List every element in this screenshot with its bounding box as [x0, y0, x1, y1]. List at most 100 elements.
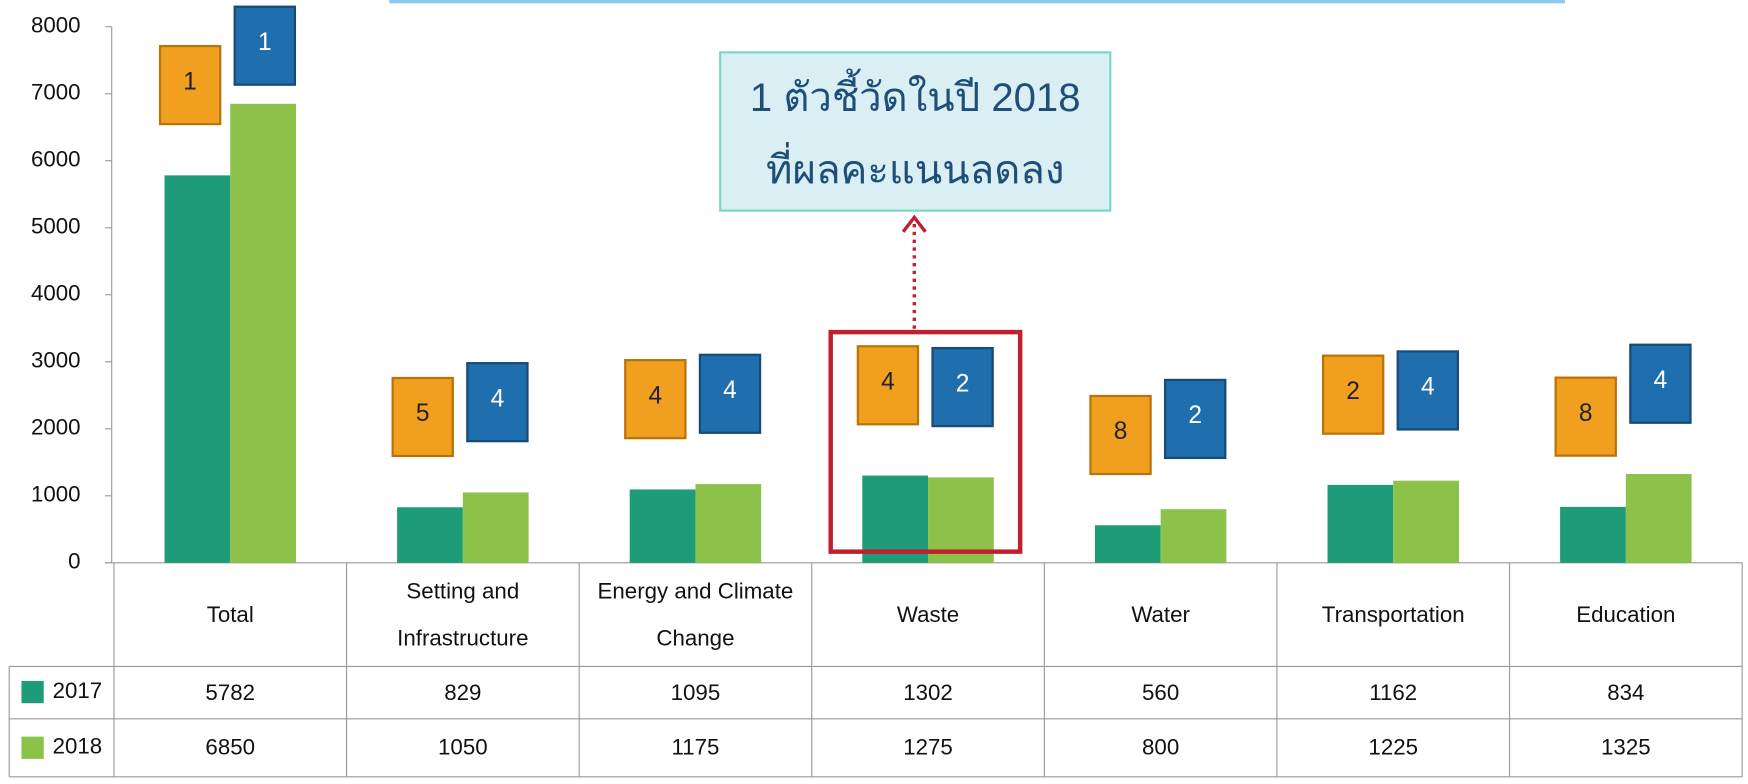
legend-label: 2017	[53, 678, 103, 703]
rank-label: 1	[258, 29, 272, 56]
bar	[164, 175, 231, 563]
bar	[695, 484, 762, 563]
rank-label: 2	[956, 370, 970, 397]
table-cell: Energy and Climate Change	[597, 578, 794, 651]
table-cell: Education	[1576, 602, 1676, 627]
rank-box	[466, 362, 529, 443]
table-cell: Total	[207, 602, 254, 627]
table-value: 1175	[671, 735, 720, 761]
bar	[1094, 525, 1161, 563]
y-tick-label: 1000	[31, 482, 81, 507]
category-label: Water	[1131, 602, 1190, 627]
table-value: 829	[444, 680, 482, 705]
table-cell: 800	[1142, 735, 1180, 761]
y-tick-label: 7000	[31, 80, 81, 105]
table-cell: 1225	[1368, 735, 1419, 761]
rank-box	[158, 44, 222, 126]
annotation-box	[719, 51, 1112, 212]
y-tick-label: 8000	[31, 13, 81, 38]
category-label: Energy and Climate Change	[597, 578, 794, 651]
table-value: 560	[1142, 680, 1180, 705]
top-banner-edge	[389, 0, 1565, 4]
rank-box	[1163, 378, 1227, 460]
bar	[1625, 474, 1692, 563]
table-cell: 1095	[670, 680, 721, 705]
bar	[928, 477, 994, 563]
table-cell: 1302	[903, 680, 953, 705]
table-cell: 1162	[1369, 680, 1418, 705]
y-tick-label: 0	[68, 549, 80, 574]
rank-box	[391, 376, 454, 458]
rank-label: 8	[1114, 418, 1128, 445]
table-value: 1162	[1369, 680, 1418, 705]
rank-box	[856, 345, 920, 426]
rank-box	[1554, 376, 1617, 457]
bar	[862, 475, 929, 563]
table-cell: 1175	[671, 735, 720, 761]
table-cell: 6850	[205, 735, 256, 761]
rank-label: 8	[1579, 400, 1593, 427]
category-label: Transportation	[1321, 602, 1465, 627]
table-value: 6850	[205, 735, 256, 761]
rank-box	[233, 5, 296, 86]
bar	[397, 507, 463, 563]
legend-label: 2018	[53, 734, 103, 759]
rank-label: 4	[881, 369, 895, 396]
table-cell: 829	[444, 680, 482, 705]
table-cell: 5782	[205, 680, 256, 705]
bar	[230, 103, 296, 563]
rank-label: 1	[183, 68, 197, 95]
annotation-text: 1 ตัวชี้วัดในปี 2018	[750, 68, 1081, 120]
rank-box	[624, 359, 687, 440]
y-tick-label: 6000	[31, 147, 81, 172]
rank-label: 4	[649, 382, 663, 409]
rank-box	[698, 353, 762, 434]
table-cell: 1275	[903, 735, 953, 761]
table-value: 1325	[1601, 735, 1651, 761]
highlight-box	[828, 329, 1023, 554]
table-value: 1095	[670, 680, 721, 705]
rank-label: 4	[723, 377, 737, 404]
table-cell: 560	[1142, 680, 1180, 705]
category-label: Education	[1576, 602, 1676, 627]
annotation-text: ที่ผลคะแนนลดลง	[766, 141, 1064, 192]
table-value: 800	[1142, 735, 1180, 761]
y-tick-label: 2000	[31, 415, 81, 440]
rank-box	[1396, 350, 1460, 431]
bar	[1327, 484, 1394, 563]
table-cell: Transportation	[1321, 602, 1465, 627]
rank-box	[931, 346, 994, 428]
y-tick-label: 4000	[31, 281, 81, 306]
rank-box	[1089, 394, 1152, 476]
table-cell: 1050	[438, 735, 488, 761]
arrow-head	[901, 214, 927, 233]
bar	[629, 489, 696, 563]
table-value: 1275	[903, 735, 953, 761]
y-tick-label: 3000	[31, 348, 81, 373]
table-cell: Water	[1131, 602, 1190, 627]
table-value: 5782	[205, 680, 256, 705]
table-value: 1225	[1368, 735, 1419, 761]
category-label: Setting and Infrastructure	[397, 578, 529, 651]
rank-label: 5	[416, 400, 430, 427]
bar	[462, 492, 529, 563]
rank-label: 2	[1346, 378, 1360, 405]
table-cell: 834	[1607, 680, 1645, 705]
table-value: 834	[1607, 680, 1645, 705]
table-value: 1050	[438, 735, 488, 761]
table-value: 1302	[903, 680, 953, 705]
rank-label: 4	[1421, 374, 1435, 401]
rank-box	[1321, 354, 1385, 435]
bar	[1560, 506, 1626, 563]
y-tick-label: 5000	[31, 214, 81, 239]
rank-label: 4	[1654, 367, 1668, 394]
rank-box	[1629, 343, 1692, 424]
category-label: Waste	[896, 602, 960, 627]
rank-label: 4	[491, 385, 505, 412]
rank-label: 2	[1188, 402, 1202, 429]
legend-swatch	[21, 680, 44, 704]
table-cell: 1325	[1601, 735, 1651, 761]
bar	[1160, 509, 1227, 563]
table-cell: Waste	[896, 602, 960, 627]
